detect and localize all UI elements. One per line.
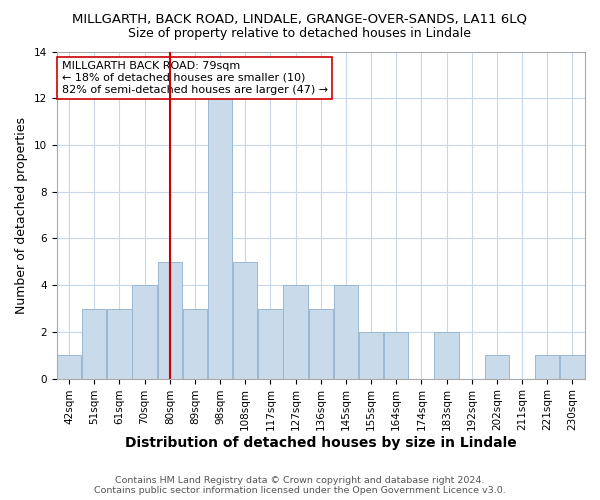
Bar <box>308 308 333 378</box>
Bar <box>560 355 584 378</box>
Bar <box>57 355 82 378</box>
Text: MILLGARTH BACK ROAD: 79sqm
← 18% of detached houses are smaller (10)
82% of semi: MILLGARTH BACK ROAD: 79sqm ← 18% of deta… <box>62 62 328 94</box>
Bar <box>133 285 157 378</box>
Bar <box>334 285 358 378</box>
Text: Contains HM Land Registry data © Crown copyright and database right 2024.
Contai: Contains HM Land Registry data © Crown c… <box>94 476 506 495</box>
Bar <box>183 308 207 378</box>
Bar <box>258 308 283 378</box>
Bar <box>434 332 459 378</box>
Bar <box>82 308 106 378</box>
Bar <box>283 285 308 378</box>
Bar <box>359 332 383 378</box>
Y-axis label: Number of detached properties: Number of detached properties <box>15 116 28 314</box>
Text: MILLGARTH, BACK ROAD, LINDALE, GRANGE-OVER-SANDS, LA11 6LQ: MILLGARTH, BACK ROAD, LINDALE, GRANGE-OV… <box>73 12 527 26</box>
Bar <box>158 262 182 378</box>
Bar <box>107 308 131 378</box>
Bar <box>485 355 509 378</box>
X-axis label: Distribution of detached houses by size in Lindale: Distribution of detached houses by size … <box>125 436 517 450</box>
Bar <box>384 332 409 378</box>
Bar <box>535 355 559 378</box>
Bar <box>208 98 232 378</box>
Text: Size of property relative to detached houses in Lindale: Size of property relative to detached ho… <box>128 28 472 40</box>
Bar <box>233 262 257 378</box>
